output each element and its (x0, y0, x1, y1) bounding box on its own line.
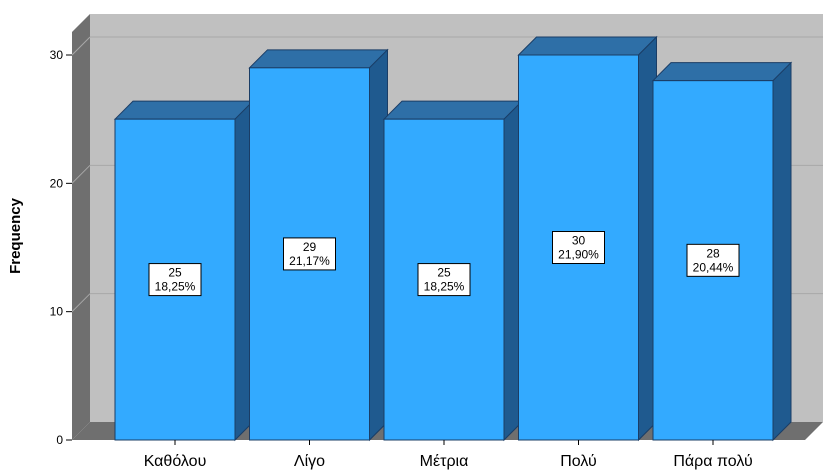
y-tick-label: 30 (50, 48, 64, 62)
x-category-label: Πάρα πολύ (673, 453, 752, 470)
data-label-box (686, 243, 740, 277)
data-label-count: 30 (572, 234, 586, 248)
y-tick-label: 0 (56, 433, 63, 447)
y-tick-label: 10 (50, 305, 64, 319)
data-label-percent: 18,25% (155, 280, 196, 294)
bar-top (248, 49, 389, 69)
bar-top (113, 100, 255, 120)
x-category-label: Λίγο (294, 453, 325, 470)
bar-top (382, 100, 524, 120)
data-label-percent: 18,25% (424, 280, 465, 294)
x-category-label: Καθόλου (144, 453, 207, 470)
data-label-box (552, 231, 605, 264)
data-label-percent: 20,44% (693, 260, 734, 274)
data-label-count: 28 (706, 246, 720, 260)
y-tick-label: 20 (50, 176, 64, 190)
data-label-percent: 21,17% (289, 254, 330, 268)
gridline (71, 293, 91, 313)
gridline (71, 164, 91, 184)
x-category-label: Πολύ (560, 453, 597, 470)
bar-top (651, 62, 793, 82)
bar-top (517, 36, 658, 56)
data-label-count: 25 (437, 266, 451, 280)
data-label-box (417, 263, 471, 297)
y-axis-ticks: 0 10 20 30 (50, 48, 72, 447)
data-label-count: 29 (303, 240, 317, 254)
data-label-percent: 21,90% (558, 248, 599, 262)
side-wall (72, 14, 90, 440)
x-category-label: Μέτρια (420, 453, 469, 470)
data-label-count: 25 (168, 266, 182, 280)
data-label-box (148, 263, 202, 297)
gridline (71, 36, 91, 56)
bar-side (772, 61, 792, 442)
data-label-box (283, 237, 336, 271)
y-axis-label: Frequency (7, 197, 24, 274)
x-axis-categories: Καθόλου Λίγο Μέτρια Πολύ Πάρα πολύ (144, 440, 753, 470)
